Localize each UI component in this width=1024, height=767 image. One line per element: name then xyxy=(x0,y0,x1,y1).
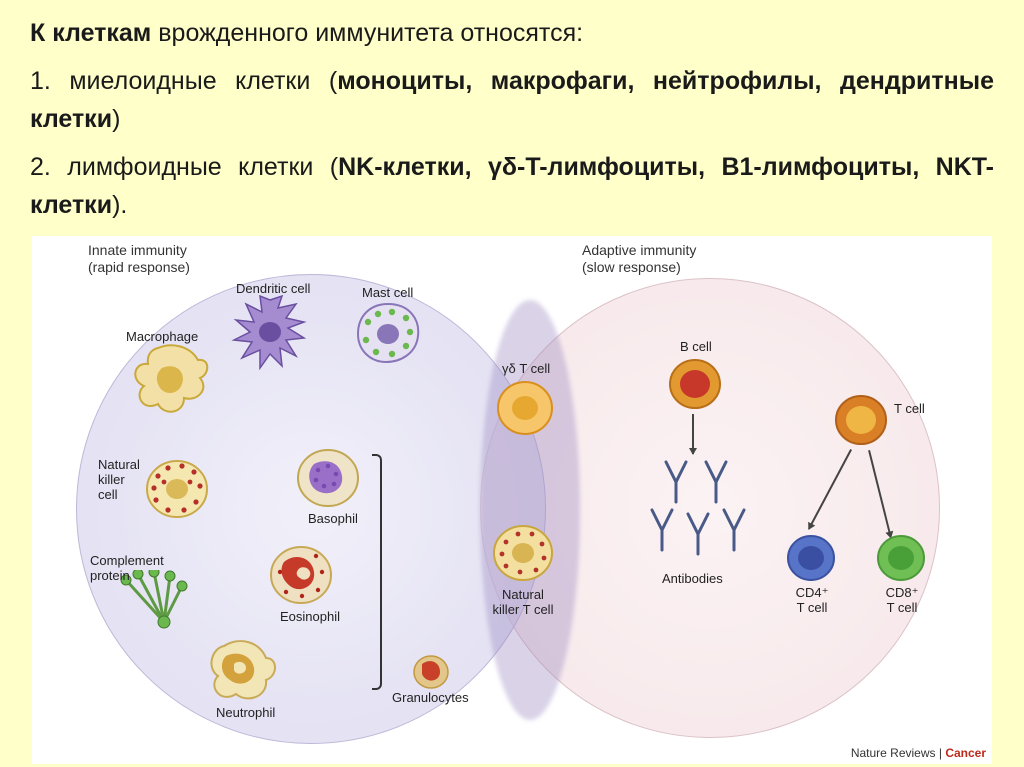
adaptive-panel-label: Adaptive immunity (slow response) xyxy=(582,242,696,276)
heading: К клеткам врожденного иммунитета относят… xyxy=(30,14,994,52)
granulocyte-small-icon xyxy=(410,652,452,692)
innate-panel-label: Innate immunity (rapid response) xyxy=(88,242,190,276)
basophil-cell-icon xyxy=(294,446,362,510)
macrophage-cell-icon xyxy=(128,340,214,420)
para-1: 1. миелоидные клетки (моноциты, макрофаг… xyxy=(30,62,994,138)
innate-l2: (rapid response) xyxy=(88,259,190,275)
cd8-label: CD8⁺T cell xyxy=(880,586,924,616)
cd8-l1: CD8⁺ xyxy=(886,585,919,600)
granulocytes-label: Granulocytes xyxy=(392,690,469,705)
antibodies-label: Antibodies xyxy=(662,572,723,587)
antibodies-icon xyxy=(632,448,762,568)
cd4-l1: CD4⁺ xyxy=(796,585,829,600)
tcell-icon xyxy=(832,392,890,448)
p1-tail: ) xyxy=(112,105,120,133)
dendritic-cell-icon xyxy=(230,294,310,370)
gdT-label: γδ T cell xyxy=(502,362,550,377)
nkT-label: Naturalkiller T cell xyxy=(488,588,558,618)
credit-tail: Cancer xyxy=(945,746,986,760)
p1-lead: 1. миелоидные клетки ( xyxy=(30,67,337,95)
cd4-cell-icon xyxy=(784,532,838,584)
p2-lead: 2. лимфоидные клетки ( xyxy=(30,153,338,181)
cd8-l2: T cell xyxy=(887,600,918,615)
gd-tcell-icon xyxy=(494,378,556,438)
cd4-label: CD4⁺T cell xyxy=(790,586,834,616)
cd4-l2: T cell xyxy=(797,600,828,615)
basophil-label: Basophil xyxy=(308,512,358,527)
cd8-cell-icon xyxy=(874,532,928,584)
eosinophil-cell-icon xyxy=(266,542,336,608)
bcell-arrow xyxy=(693,414,695,454)
mast-cell-icon xyxy=(352,300,424,366)
complement-label: Complementprotein xyxy=(90,554,180,584)
mast-label: Mast cell xyxy=(362,286,413,301)
eosinophil-label: Eosinophil xyxy=(280,610,340,625)
credit-sep: | xyxy=(936,746,946,760)
nk-cell-icon xyxy=(142,456,212,522)
venn-diagram: Innate immunity (rapid response) Adaptiv… xyxy=(32,236,992,764)
nk-label-ml: Naturalkillercell xyxy=(98,458,148,503)
tcell-label: T cell xyxy=(894,402,925,417)
neutrophil-label: Neutrophil xyxy=(216,706,275,721)
bcell-icon xyxy=(666,356,724,412)
credit-brand: Nature Reviews xyxy=(851,746,936,760)
adaptive-l1: Adaptive immunity xyxy=(582,242,696,258)
heading-bold: К клеткам xyxy=(30,19,151,47)
heading-rest: врожденного иммунитета относятся: xyxy=(151,19,583,47)
nkt-cell-icon xyxy=(490,522,556,584)
neutrophil-cell-icon xyxy=(204,634,280,706)
p2-tail: ). xyxy=(112,191,127,219)
para-2: 2. лимфоидные клетки (NK-клетки, γδ-T-ли… xyxy=(30,148,994,224)
macrophage-label: Macrophage xyxy=(126,330,198,345)
innate-l1: Innate immunity xyxy=(88,242,187,258)
dendritic-label: Dendritic cell xyxy=(236,282,310,297)
granulocytes-bracket xyxy=(372,454,382,690)
bcell-label: B cell xyxy=(680,340,712,355)
adaptive-l2: (slow response) xyxy=(582,259,681,275)
credit-line: Nature Reviews | Cancer xyxy=(851,746,986,760)
